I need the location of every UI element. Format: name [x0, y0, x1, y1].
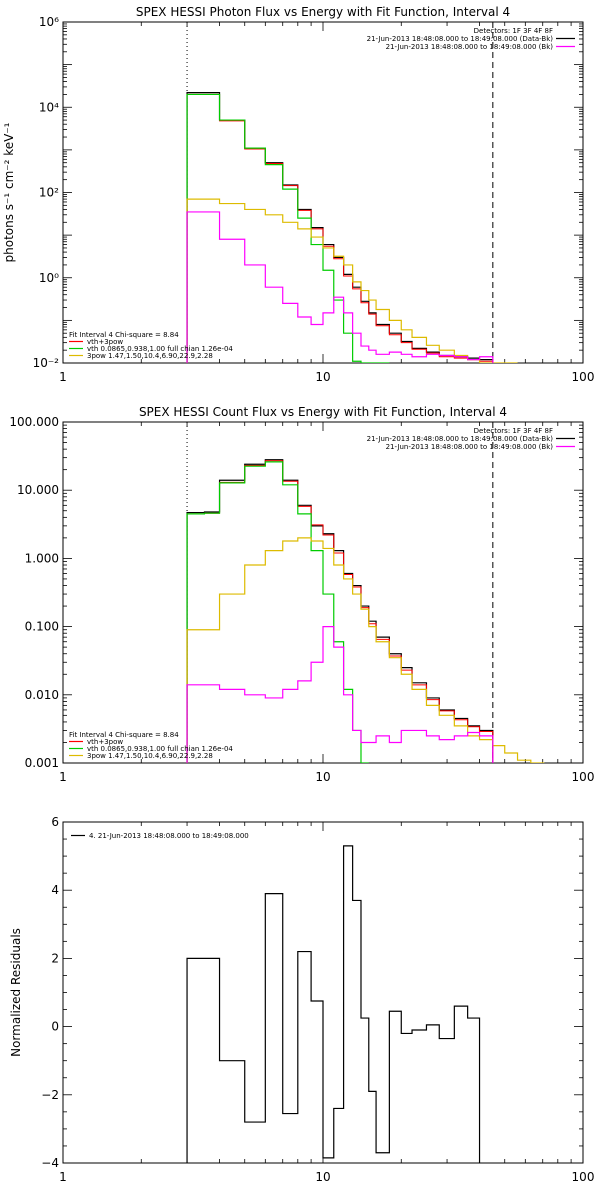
x-tick-label: 10 — [315, 370, 330, 384]
chart-panel-1: SPEX HESSI Photon Flux vs Energy with Fi… — [2, 5, 594, 384]
y-tick-label: 100.000 — [9, 415, 59, 429]
y-tick-label: 4 — [51, 883, 59, 897]
legend-entry-text: 21-Jun-2013 18:48:08.000 to 18:49:08.000… — [367, 35, 554, 43]
x-tick-label: 100 — [572, 770, 595, 784]
legend-entry-text: vth+3pow — [87, 338, 123, 346]
legend-entry-text: vth 0.0865,0.938,1.00 full chian 1.26e-0… — [87, 745, 233, 753]
legend-entry-text: 4. 21-Jun-2013 18:48:08.000 to 18:49:08.… — [89, 832, 249, 840]
legend-entry-text: 21-Jun-2013 18:48:08.000 to 18:49:08.000… — [386, 443, 554, 451]
y-tick-label: 10⁴ — [39, 100, 59, 114]
series-line-1 — [186, 845, 481, 1163]
y-tick-label: −2 — [41, 1088, 59, 1102]
series-line-2 — [186, 460, 494, 763]
y-tick-label: 10⁰ — [39, 271, 59, 285]
plot-frame — [62, 21, 584, 364]
x-tick-label: 1 — [59, 770, 67, 784]
y-tick-label: 1.000 — [25, 551, 59, 565]
y-tick-label: 0.100 — [25, 620, 59, 634]
chart-title: SPEX HESSI Photon Flux vs Energy with Fi… — [136, 5, 510, 19]
chart-panel-3: Normalized Residuals 1 10 100 −4 −2 0 2 4 6 4. 21-… — [9, 815, 594, 1184]
legend-entry-text: 3pow 1.47,1.50,10.4,6.90,22.9,2.28 — [87, 752, 213, 760]
series-line-1 — [186, 92, 494, 363]
x-tick-label: 100 — [572, 1170, 595, 1184]
legend-entry-text: 21-Jun-2013 18:48:08.000 to 18:49:08.000… — [386, 43, 554, 51]
y-tick-label: 0.010 — [25, 688, 59, 702]
legend-entry-text: vth 0.0865,0.938,1.00 full chian 1.26e-0… — [87, 345, 233, 353]
x-tick-label: 100 — [572, 370, 595, 384]
y-tick-label: 10² — [39, 186, 59, 200]
legend-entry-text: Detectors: 1F 3F 4F 8F — [474, 27, 553, 35]
legend-entry-text: Fit Interval 4 Chi-square = 8.84 — [69, 731, 179, 739]
legend-entry-text: vth+3pow — [87, 738, 123, 746]
x-tick-label: 1 — [59, 1170, 67, 1184]
y-tick-label: 10.000 — [17, 483, 59, 497]
series-line-3 — [186, 93, 390, 363]
series-line-4 — [186, 537, 545, 763]
y-tick-label: 10⁻² — [33, 356, 60, 370]
legend-entry-text: Detectors: 1F 3F 4F 8F — [474, 427, 553, 435]
chart-panel-2: SPEX HESSI Count Flux vs Energy with Fit… — [9, 405, 594, 784]
legend-entry-text: 3pow 1.47,1.50,10.4,6.90,22.9,2.28 — [87, 352, 213, 360]
series-line-1 — [186, 459, 494, 763]
series-line-3 — [186, 461, 369, 763]
x-tick-label: 10 — [315, 1170, 330, 1184]
x-tick-label: 1 — [59, 370, 67, 384]
series-line-5 — [186, 626, 494, 763]
y-axis-label: Normalized Residuals — [9, 928, 23, 1057]
y-tick-label: 2 — [51, 951, 59, 965]
y-tick-label: 6 — [51, 815, 59, 829]
y-axis-label: photons s⁻¹ cm⁻² keV⁻¹ — [2, 122, 16, 262]
x-tick-label: 10 — [315, 770, 330, 784]
y-tick-label: 10⁶ — [39, 15, 59, 29]
y-tick-label: 0 — [51, 1020, 59, 1034]
legend-entry-text: Fit Interval 4 Chi-square = 8.84 — [69, 331, 179, 339]
chart-title: SPEX HESSI Count Flux vs Energy with Fit… — [139, 405, 507, 419]
series-line-5 — [186, 211, 494, 363]
series-line-4 — [186, 198, 518, 363]
y-tick-label: −4 — [41, 1156, 59, 1170]
series-line-2 — [186, 93, 494, 363]
legend-entry-text: 21-Jun-2013 18:48:08.000 to 18:49:08.000… — [367, 435, 554, 443]
y-tick-label: 0.001 — [25, 756, 59, 770]
